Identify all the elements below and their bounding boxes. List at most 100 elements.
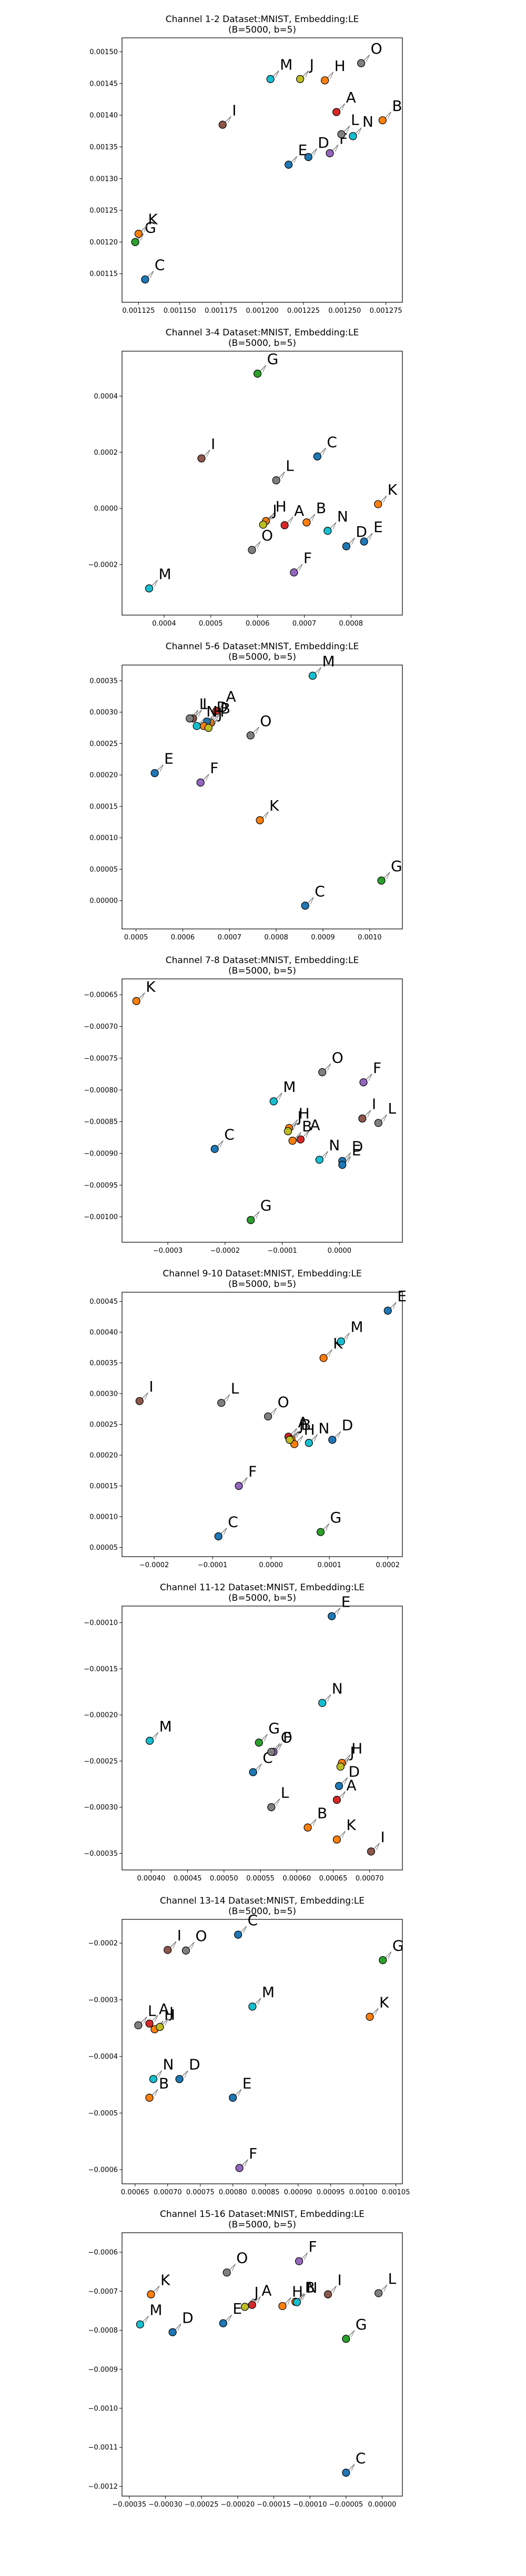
x-tick-label: 0.001225 (287, 307, 320, 315)
point-N: N (193, 703, 217, 730)
point-label: M (262, 1984, 275, 2001)
x-tick-label: 0.00065 (121, 2189, 149, 2196)
point-K: K (134, 211, 158, 238)
point-arrow-head (383, 495, 387, 503)
point-marker (358, 1114, 367, 1123)
y-tick-label: −0.00030 (84, 1804, 118, 1812)
point-marker (336, 1762, 345, 1771)
point-arrow-head (345, 1758, 349, 1765)
y-tick-label: −0.00015 (84, 1665, 118, 1673)
x-tick-label: 0.0010 (358, 934, 382, 942)
point-A: A (248, 2282, 271, 2309)
point-arrow-head (238, 2089, 242, 2097)
point-marker (332, 1835, 341, 1844)
y-tick-label: 0.00135 (89, 144, 118, 151)
point-label: F (249, 2145, 257, 2162)
point-arrow-head (155, 1732, 158, 1740)
point-label: H (351, 1740, 362, 1757)
chart-subtitle: (B=5000, b=5) (228, 25, 296, 35)
point-arrow-head (326, 1524, 329, 1531)
point-marker (248, 546, 256, 554)
y-tick-label: −0.00065 (84, 991, 118, 999)
point-I: I (218, 101, 237, 129)
y-tick-label: 0.00020 (89, 772, 118, 780)
point-N: N (318, 1680, 343, 1707)
point-marker (375, 2289, 383, 2297)
point-marker (249, 1768, 257, 1776)
y-tick-label: −0.0006 (88, 2166, 118, 2174)
point-label: A (346, 89, 356, 106)
y-tick-label: −0.0004 (88, 2053, 118, 2061)
point-marker (338, 1161, 347, 1169)
point-N: N (315, 1137, 340, 1164)
y-tick-label: 0.00010 (89, 1513, 118, 1521)
y-tick-label: 0.0002 (94, 449, 118, 457)
point-arrow-head (159, 764, 164, 772)
point-marker (383, 1306, 392, 1315)
point-marker (264, 1412, 272, 1420)
point-label: D (349, 1763, 360, 1780)
point-arrow-head (281, 472, 285, 479)
point-arrow-head (201, 717, 206, 725)
point-label: G (145, 219, 156, 236)
point-marker (318, 1068, 327, 1077)
point-arrow-head (383, 2284, 388, 2292)
point-I: I (197, 435, 215, 463)
chart-subtitle: (B=5000, b=5) (228, 338, 296, 349)
point-arrow-head (158, 2070, 162, 2078)
x-tick-label: 0.00080 (219, 2189, 247, 2196)
point-marker (280, 521, 289, 529)
point-G: G (379, 1937, 404, 1965)
point-arrow-head (312, 1819, 317, 1826)
chart-title: Channel 1-2 Dataset:MNIST, Embedding:LE (166, 14, 359, 25)
point-marker (378, 116, 387, 125)
plot-frame (122, 2232, 403, 2497)
chart-title: Channel 9-10 Dataset:MNIST, Embedding:LE (163, 1269, 361, 1279)
point-marker (278, 2302, 287, 2311)
point-K: K (132, 978, 156, 1005)
point-marker (164, 1946, 172, 1954)
x-tick-label: 0.00070 (356, 1875, 384, 1883)
chart-5: Channel 9-10 Dataset:MNIST, Embedding:LE… (89, 1269, 407, 1569)
y-tick-label: 0.00115 (89, 270, 118, 278)
point-marker (135, 1397, 144, 1405)
point-arrow-head (367, 1110, 371, 1117)
point-label: M (280, 56, 292, 73)
point-G: G (247, 1197, 271, 1224)
point-marker (296, 1135, 305, 1144)
y-tick-label: −0.00080 (84, 1087, 118, 1095)
x-tick-label: −0.0001 (198, 1561, 227, 1569)
point-marker (247, 1216, 255, 1224)
point-L: L (374, 1100, 396, 1127)
point-label: A (310, 1116, 320, 1133)
point-L: L (375, 2270, 397, 2297)
point-B: B (302, 499, 326, 527)
point-label: M (149, 2301, 162, 2318)
chart-subtitle: (B=5000, b=5) (228, 966, 296, 976)
point-label: C (155, 257, 165, 274)
x-tick-label: 0.00040 (137, 1875, 165, 1883)
point-G: G (316, 1509, 341, 1536)
point-marker (337, 1337, 346, 1346)
point-arrow-head (295, 1431, 299, 1438)
point-marker (186, 714, 194, 723)
point-C: C (313, 433, 337, 461)
point-marker (301, 902, 309, 910)
plot-frame (122, 351, 403, 616)
chart-2: Channel 3-4 Dataset:MNIST, Embedding:LE(… (88, 328, 403, 628)
y-tick-label: 0.00030 (89, 1391, 118, 1398)
point-marker (254, 370, 262, 378)
point-marker (328, 1436, 337, 1444)
point-label: J (309, 56, 314, 73)
x-tick-label: −0.0002 (210, 1247, 240, 1255)
point-marker (285, 160, 293, 169)
point-marker (267, 1803, 276, 1812)
point-M: M (248, 1984, 275, 2011)
point-arrow-head (346, 1333, 350, 1340)
point-label: B (159, 2074, 169, 2092)
plot-frame (122, 1919, 403, 2184)
y-tick-label: −0.00090 (84, 1150, 118, 1158)
x-tick-label: −0.00030 (148, 2501, 183, 2509)
point-K: K (366, 1994, 389, 2021)
point-M: M (136, 2301, 163, 2329)
